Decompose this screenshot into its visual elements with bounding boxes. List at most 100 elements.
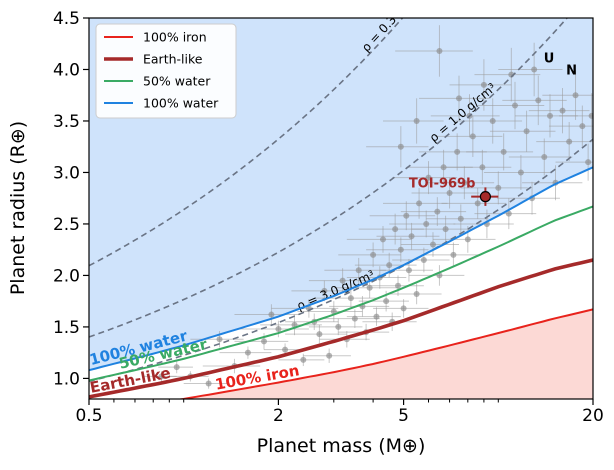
data-point-marker bbox=[464, 236, 471, 243]
data-point bbox=[432, 226, 496, 253]
data-point bbox=[314, 287, 380, 309]
data-point bbox=[324, 309, 380, 328]
x-tick-label: 0.5 bbox=[75, 406, 102, 426]
data-point-marker bbox=[373, 313, 380, 320]
data-point-marker bbox=[403, 212, 410, 219]
data-point bbox=[158, 360, 193, 374]
data-point-marker bbox=[579, 123, 586, 130]
data-point bbox=[366, 275, 424, 297]
data-point bbox=[508, 138, 573, 176]
data-point-marker bbox=[585, 159, 592, 166]
data-point-marker bbox=[531, 66, 538, 73]
iron-region-fill bbox=[89, 309, 593, 399]
data-point bbox=[395, 25, 473, 77]
data-point-marker bbox=[489, 117, 496, 124]
data-point bbox=[408, 265, 465, 286]
highlight-label: TOI-969b bbox=[409, 177, 476, 192]
data-point bbox=[542, 70, 593, 120]
data-point bbox=[183, 378, 230, 389]
data-point-marker bbox=[547, 112, 554, 119]
data-point bbox=[477, 81, 545, 130]
data-point-marker bbox=[455, 95, 462, 102]
data-point bbox=[502, 75, 567, 126]
data-point-marker bbox=[326, 352, 333, 359]
legend-label: 100% water bbox=[143, 96, 219, 111]
data-point-marker bbox=[420, 256, 427, 263]
composition-curve bbox=[89, 205, 593, 382]
data-point bbox=[369, 201, 436, 231]
data-point-marker bbox=[454, 148, 461, 155]
data-point-marker bbox=[423, 220, 430, 227]
data-point-marker bbox=[416, 200, 423, 207]
data-point-marker bbox=[474, 200, 481, 207]
data-point bbox=[406, 149, 473, 185]
data-point-marker bbox=[173, 364, 180, 371]
data-point-marker bbox=[316, 331, 323, 338]
data-point-marker bbox=[588, 112, 593, 119]
data-point bbox=[376, 222, 440, 250]
data-point bbox=[419, 75, 490, 121]
y-tick-label: 4.0 bbox=[53, 60, 80, 80]
planet-annotation: N bbox=[566, 64, 577, 79]
planet-annotation: U bbox=[544, 51, 555, 66]
data-point-marker bbox=[351, 315, 358, 322]
data-point-marker bbox=[408, 233, 415, 240]
data-point-marker bbox=[244, 349, 251, 356]
data-point-marker bbox=[457, 215, 464, 222]
data-point-marker bbox=[479, 164, 486, 171]
data-point-marker bbox=[461, 179, 468, 186]
highlight-planet: TOI-969b UN bbox=[409, 51, 577, 206]
data-point bbox=[333, 277, 399, 299]
x-tick-label: 5 bbox=[398, 406, 409, 426]
data-point bbox=[308, 268, 370, 293]
data-point bbox=[400, 232, 459, 257]
data-point-marker bbox=[535, 97, 542, 104]
data-point-marker bbox=[500, 148, 507, 155]
data-point-marker bbox=[366, 284, 373, 291]
x-tick-label: 2 bbox=[273, 406, 284, 426]
legend-label: 50% water bbox=[143, 74, 211, 89]
data-point bbox=[219, 346, 272, 359]
data-point bbox=[559, 93, 593, 139]
data-point bbox=[400, 197, 467, 227]
data-point-marker bbox=[268, 311, 275, 318]
data-point bbox=[536, 122, 593, 162]
data-point-marker bbox=[469, 133, 476, 140]
data-point bbox=[234, 304, 301, 325]
data-point-marker bbox=[397, 246, 404, 253]
data-point bbox=[373, 299, 429, 318]
data-point-marker bbox=[321, 287, 328, 294]
data-point-marker bbox=[282, 346, 289, 353]
data-point bbox=[234, 333, 289, 350]
data-point bbox=[466, 133, 534, 171]
data-point-marker bbox=[339, 277, 346, 284]
data-point-marker bbox=[446, 190, 453, 197]
data-point bbox=[498, 42, 563, 97]
data-point-marker bbox=[355, 267, 362, 274]
data-point bbox=[445, 149, 512, 185]
data-point-marker bbox=[400, 305, 407, 312]
data-point-marker bbox=[480, 81, 487, 88]
data-point-marker bbox=[413, 290, 420, 297]
data-point-marker bbox=[413, 117, 420, 124]
data-point-marker bbox=[450, 251, 457, 258]
data-point-marker bbox=[347, 295, 354, 302]
data-point-marker bbox=[261, 338, 268, 345]
data-point bbox=[239, 320, 309, 338]
data-point bbox=[555, 143, 593, 181]
data-point bbox=[366, 237, 429, 263]
data-point-marker bbox=[392, 226, 399, 233]
data-point-marker bbox=[275, 325, 282, 332]
data-point-marker bbox=[559, 107, 566, 114]
y-axis-label: Planet radius (R⊕) bbox=[7, 121, 29, 295]
x-axis-ticks: 0.5 2 5 20 bbox=[75, 399, 604, 426]
y-tick-label: 1.0 bbox=[53, 369, 80, 389]
data-point bbox=[392, 161, 458, 195]
data-point bbox=[324, 257, 387, 283]
data-point bbox=[303, 348, 351, 363]
data-point-marker bbox=[436, 47, 443, 54]
data-point bbox=[366, 126, 429, 168]
data-point bbox=[483, 154, 551, 190]
